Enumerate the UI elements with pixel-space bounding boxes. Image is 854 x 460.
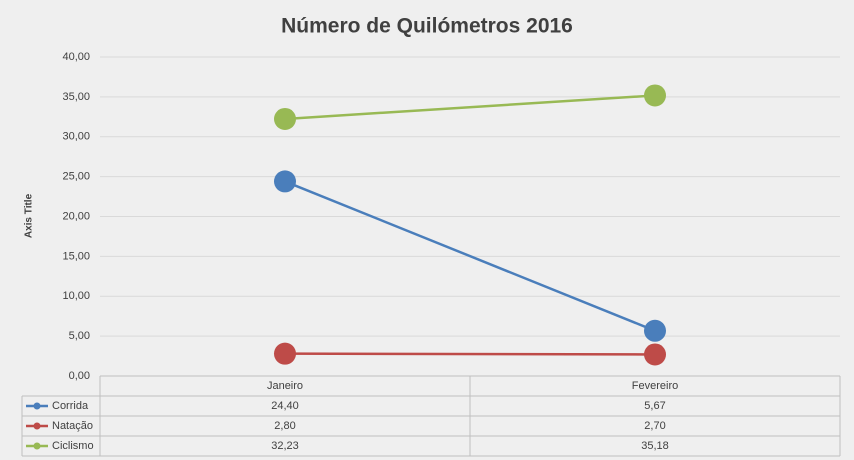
- data-point: [644, 84, 666, 107]
- table-value: 5,67: [644, 400, 665, 412]
- y-tick-label: 20,00: [62, 210, 90, 222]
- y-tick-label: 0,00: [69, 370, 90, 382]
- y-tick-label: 5,00: [69, 330, 90, 342]
- x-tick-label: Janeiro: [267, 380, 303, 392]
- y-tick-label: 15,00: [62, 250, 90, 262]
- table-value: 24,40: [271, 400, 299, 412]
- series-line: [284, 180, 656, 332]
- series-line: [284, 94, 656, 121]
- table-value: 2,70: [644, 420, 665, 432]
- y-tick-label: 35,00: [62, 91, 90, 103]
- table-value: 32,23: [271, 440, 299, 452]
- legend-label: Ciclismo: [52, 440, 94, 452]
- legend-label: Natação: [52, 420, 93, 432]
- y-tick-label: 30,00: [62, 131, 90, 143]
- data-point: [644, 343, 666, 366]
- legend-key-marker: [33, 402, 41, 410]
- data-point: [274, 107, 296, 130]
- data-point: [644, 319, 666, 342]
- legend-key-marker: [33, 442, 41, 450]
- chart-title: Número de Quilómetros 2016: [281, 15, 573, 38]
- legend-key-marker: [33, 422, 41, 430]
- y-axis-title: Axis Title: [24, 193, 35, 238]
- x-tick-label: Fevereiro: [632, 380, 678, 392]
- data-point: [274, 342, 296, 365]
- table-value: 2,80: [274, 420, 295, 432]
- y-tick-label: 40,00: [62, 51, 90, 63]
- y-tick-label: 25,00: [62, 171, 90, 183]
- data-point: [274, 170, 296, 193]
- series-line: [284, 352, 656, 356]
- legend-label: Corrida: [52, 400, 89, 412]
- y-tick-label: 10,00: [62, 290, 90, 302]
- table-value: 35,18: [641, 440, 669, 452]
